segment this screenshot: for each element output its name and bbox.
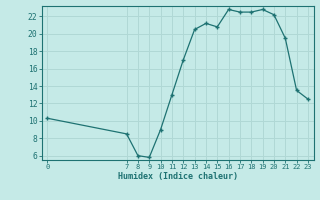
X-axis label: Humidex (Indice chaleur): Humidex (Indice chaleur): [118, 172, 237, 181]
